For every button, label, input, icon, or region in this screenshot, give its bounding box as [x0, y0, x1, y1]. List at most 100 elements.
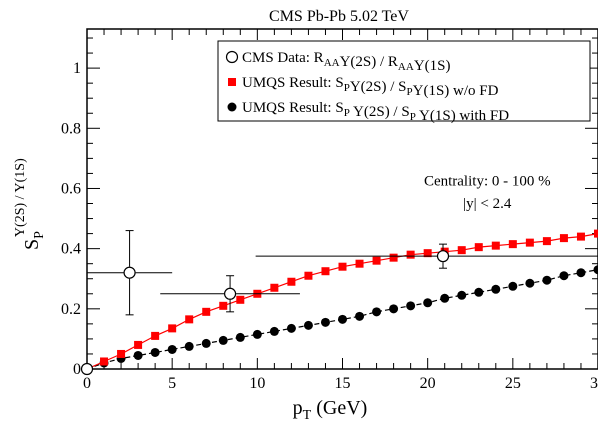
data-point: [202, 307, 211, 316]
data-point: [168, 324, 177, 333]
series-cms-data: [80, 230, 598, 376]
data-point: [184, 341, 194, 351]
data-point: [491, 284, 501, 294]
data-point: [593, 265, 598, 275]
data-point: [508, 281, 518, 291]
data-point: [594, 229, 598, 238]
data-point: [474, 287, 484, 297]
y-tick-label: 0.2: [61, 301, 81, 318]
data-point: [491, 241, 500, 250]
annotation-text: |y| < 2.4: [463, 196, 512, 212]
legend-label: UMQS Result: SP Y(2S) / SP Y(1S) with FD: [242, 100, 509, 124]
annotations: Centrality: 0 - 100 % |y| < 2.4: [424, 173, 551, 212]
data-point: [355, 311, 365, 321]
y-axis: 0 0.2 0.4 0.6 0.8 1: [61, 37, 598, 378]
data-point: [235, 332, 245, 342]
legend-entry: CMS Data: RAAY(2S) / RAAY(1S): [225, 50, 450, 74]
y-tick-label: 0.8: [61, 120, 81, 137]
data-point: [406, 301, 416, 311]
legend-marker: [228, 78, 236, 86]
data-point: [304, 271, 313, 280]
data-point: [576, 232, 585, 241]
data-point: [542, 237, 551, 246]
data-point: [355, 259, 364, 268]
series-without-fd: [86, 229, 598, 370]
data-point: [201, 338, 211, 348]
x-tick-label: 15: [335, 375, 351, 392]
y-tick-label: 0.4: [61, 241, 81, 258]
x-axis: 0 5 10 15 20 25 30: [83, 29, 598, 392]
x-axis-label: pT (GeV): [293, 397, 368, 423]
data-point: [559, 234, 568, 243]
y-tick-label: 0.6: [61, 180, 81, 197]
legend-marker: [225, 50, 239, 64]
y-tick-label: 1: [73, 60, 81, 77]
data-point: [320, 317, 330, 327]
data-point: [287, 277, 296, 286]
chart-title: CMS Pb-Pb 5.02 TeV: [269, 8, 409, 25]
cms-data-point: [87, 230, 173, 316]
series-layer: [80, 229, 598, 376]
legend-box: [217, 40, 591, 122]
data-point: [218, 335, 228, 345]
data-point: [576, 268, 586, 278]
data-point: [423, 298, 433, 308]
x-tick-label: 30: [590, 375, 598, 392]
data-point: [440, 293, 450, 303]
data-point: [151, 331, 160, 340]
data-point: [338, 262, 347, 271]
data-point: [389, 304, 399, 314]
legend-entry: UMQS Result: SP Y(2S) / SP Y(1S) with FD: [227, 100, 509, 124]
x-tick-label: 0: [83, 375, 91, 392]
data-point: [270, 283, 279, 292]
data-point: [508, 240, 517, 249]
data-point: [167, 344, 177, 354]
data-point: [457, 290, 467, 300]
data-point: [134, 340, 143, 349]
data-point: [236, 295, 245, 304]
data-point: [133, 350, 143, 360]
data-point: [123, 266, 136, 279]
x-tick-label: 20: [420, 375, 436, 392]
data-point: [117, 349, 126, 358]
data-point: [80, 362, 94, 376]
data-point: [286, 323, 296, 333]
data-point: [423, 249, 432, 258]
data-point: [372, 256, 381, 265]
data-point: [185, 315, 194, 324]
data-point: [525, 278, 535, 288]
data-point: [150, 347, 160, 357]
legend: CMS Data: RAAY(2S) / RAAY(1S)UMQS Result…: [217, 40, 591, 124]
data-point: [338, 314, 347, 324]
annotation-text: Centrality: 0 - 100 %: [424, 173, 551, 189]
data-point: [100, 357, 109, 366]
legend-marker: [227, 102, 237, 112]
data-point: [389, 253, 398, 262]
y-tick-label: 0: [73, 361, 81, 378]
data-point: [436, 250, 450, 263]
legend-label: UMQS Result: SPY(2S) / SPY(1S) w/o FD: [242, 75, 499, 99]
legend-entry: UMQS Result: SPY(2S) / SPY(1S) w/o FD: [228, 75, 499, 99]
data-point: [252, 329, 262, 339]
series-with-fd: [86, 265, 598, 370]
x-tick-label: 5: [168, 375, 176, 392]
cms-data-point: [255, 243, 598, 269]
data-point: [559, 271, 569, 281]
data-point: [372, 307, 382, 317]
data-point: [303, 320, 313, 330]
y-axis-label: SPY(2S) / Y(1S): [13, 158, 47, 250]
data-point: [406, 250, 415, 259]
data-point: [457, 246, 466, 255]
x-tick-label: 25: [505, 375, 521, 392]
data-point: [223, 287, 237, 300]
data-point: [219, 301, 228, 310]
data-point: [525, 238, 534, 247]
cms-data-point: [80, 362, 94, 376]
data-point: [474, 243, 483, 252]
cms-data-point: [160, 275, 300, 313]
data-point: [321, 267, 330, 276]
data-point: [269, 326, 279, 336]
x-tick-label: 10: [249, 375, 265, 392]
data-point: [542, 275, 552, 285]
